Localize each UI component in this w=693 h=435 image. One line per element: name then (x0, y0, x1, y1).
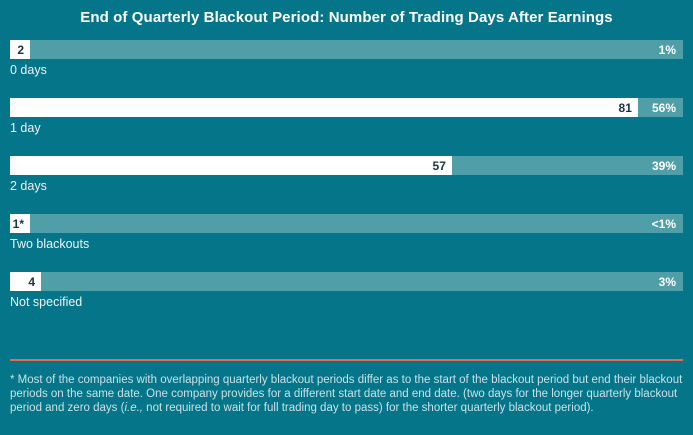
bar-fill: 57 (10, 156, 452, 175)
bar-percent-label: <1% (651, 216, 676, 231)
bar-count-label: 81 (618, 100, 632, 115)
bar-track: 81 56% (10, 98, 683, 117)
bar-fill: 4 (10, 272, 42, 291)
bar-category-label: Not specified (10, 295, 83, 309)
bar-category-label: 0 days (10, 63, 47, 77)
bar-count-label: 1* (12, 216, 24, 231)
bar-fill: 81 (10, 98, 638, 117)
bar-percent-label: 56% (651, 100, 676, 115)
bar-percent-label: 39% (651, 158, 676, 173)
bar-track: 57 39% (10, 156, 683, 175)
bar-category-label: Two blackouts (10, 237, 90, 251)
divider-line (10, 359, 683, 361)
bar-row: 81 56% 1 day (10, 98, 683, 136)
bar-fill: 1* (10, 214, 30, 233)
bar-track: 1* <1% (10, 214, 683, 233)
bar-percent-label: 1% (658, 42, 676, 57)
footnote-italic: i.e., (124, 402, 143, 415)
bar-row: 1* <1% Two blackouts (10, 214, 683, 252)
bar-count-label: 57 (432, 158, 446, 173)
footnote: * Most of the companies with overlapping… (10, 373, 683, 415)
bar-row: 57 39% 2 days (10, 156, 683, 194)
bar-category-label: 1 day (10, 121, 41, 135)
chart-title: End of Quarterly Blackout Period: Number… (80, 9, 613, 26)
footnote-text-before: * Most of the companies with overlapping… (10, 374, 683, 415)
bar-percent-label: 3% (658, 274, 676, 289)
bar-row: 4 3% Not specified (10, 272, 683, 310)
bar-count-label: 2 (17, 42, 24, 57)
bar-category-label: 2 days (10, 179, 47, 193)
bar-count-label: 4 (28, 274, 36, 289)
footnote-text-after: not required to wait for full trading da… (142, 402, 594, 415)
bar-chart: 2 1% 0 days 81 56% 1 day 57 39% 2 days 1… (0, 40, 693, 310)
bar-row: 2 1% 0 days (10, 40, 683, 78)
bar-track: 2 1% (10, 40, 683, 59)
bar-fill: 2 (10, 40, 30, 59)
bar-track: 4 3% (10, 272, 683, 291)
